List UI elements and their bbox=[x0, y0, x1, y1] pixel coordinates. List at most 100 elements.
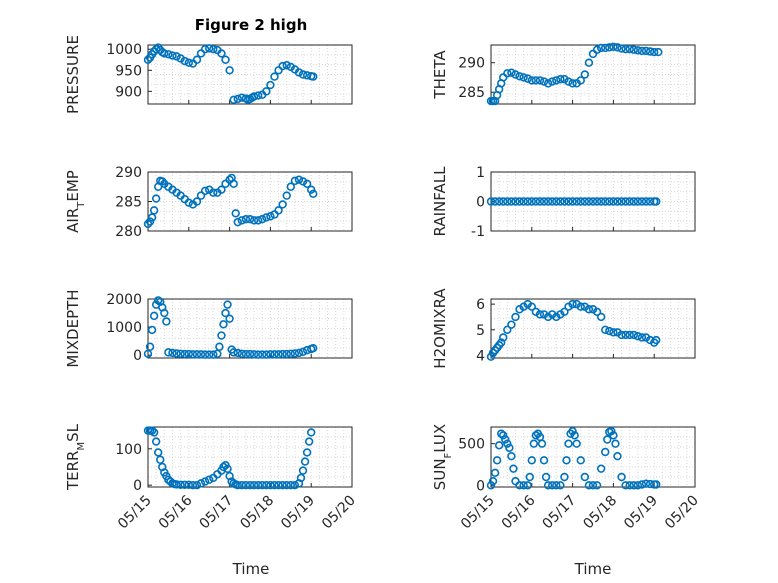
data-point bbox=[576, 456, 585, 465]
data-point bbox=[266, 212, 275, 221]
data-point bbox=[503, 69, 512, 78]
data-point bbox=[543, 79, 553, 88]
data-point bbox=[601, 325, 610, 334]
data-point bbox=[625, 44, 634, 54]
data-point bbox=[196, 479, 206, 488]
data-point bbox=[151, 437, 161, 446]
data-point bbox=[494, 441, 504, 450]
data-point bbox=[304, 437, 314, 446]
data-point bbox=[503, 325, 512, 334]
data-point bbox=[617, 472, 626, 482]
data-point bbox=[531, 431, 541, 440]
data-point bbox=[629, 481, 638, 490]
data-point bbox=[302, 448, 312, 457]
data-point bbox=[588, 49, 598, 59]
data-point bbox=[535, 310, 545, 319]
data-point bbox=[219, 462, 228, 472]
data-point bbox=[539, 197, 549, 206]
data-point bbox=[584, 481, 594, 490]
data-point bbox=[641, 479, 651, 488]
data-point bbox=[621, 481, 630, 490]
y-tick-label: 4 bbox=[476, 348, 485, 364]
data-point bbox=[584, 305, 594, 314]
data-point bbox=[217, 49, 226, 58]
data-point bbox=[180, 56, 189, 66]
data-point bbox=[596, 464, 606, 473]
data-point bbox=[556, 481, 565, 490]
y-tick-label: 290 bbox=[115, 165, 142, 181]
data-point bbox=[556, 75, 565, 84]
data-point bbox=[572, 439, 581, 448]
data-point bbox=[560, 75, 569, 84]
data-point bbox=[527, 456, 536, 465]
data-point bbox=[505, 443, 514, 453]
data-point bbox=[253, 216, 263, 225]
y-axis-label: PRESSURE bbox=[64, 35, 82, 114]
y-tick-label: 0 bbox=[476, 478, 485, 494]
data-point bbox=[296, 473, 306, 483]
y-axis-label: THETA bbox=[431, 50, 449, 100]
data-point bbox=[519, 481, 528, 490]
data-point bbox=[223, 464, 232, 474]
data-point bbox=[270, 480, 279, 490]
data-point bbox=[223, 300, 232, 309]
x-tick-label: 05/20 bbox=[662, 493, 702, 533]
data-point bbox=[497, 338, 506, 347]
data-point bbox=[274, 350, 283, 359]
data-point bbox=[309, 72, 318, 81]
data-point bbox=[196, 49, 206, 58]
data-point bbox=[298, 70, 308, 79]
data-point bbox=[523, 481, 532, 490]
data-point bbox=[298, 177, 308, 186]
data-point bbox=[501, 435, 510, 444]
data-point bbox=[568, 197, 577, 206]
data-point bbox=[270, 72, 279, 81]
y-axis-label: H2OMIXRA bbox=[431, 288, 449, 369]
data-point bbox=[300, 457, 310, 466]
y-axis-label: SUNFLUX bbox=[431, 424, 454, 490]
data-point bbox=[645, 47, 655, 56]
data-point bbox=[511, 197, 520, 206]
data-point bbox=[605, 197, 614, 206]
data-point bbox=[221, 308, 230, 318]
data-point bbox=[184, 480, 194, 490]
data-point bbox=[580, 197, 590, 206]
data-point bbox=[609, 42, 618, 51]
data-point bbox=[225, 314, 234, 323]
data-point bbox=[184, 58, 194, 67]
x-tick-label: 05/17 bbox=[540, 493, 580, 533]
data-point bbox=[588, 481, 598, 490]
data-point bbox=[309, 189, 318, 199]
data-point bbox=[570, 431, 579, 440]
data-point bbox=[205, 350, 214, 359]
data-point bbox=[205, 44, 214, 53]
subplot-h2omixra: 6 5 4 H2OMIXRA bbox=[431, 288, 696, 369]
data-point bbox=[511, 312, 520, 322]
subplot-theta: 290 285 THETA bbox=[431, 42, 696, 106]
data-point bbox=[184, 349, 194, 359]
axes-box bbox=[147, 426, 353, 488]
y-tick-label: 2000 bbox=[106, 292, 142, 308]
y-axis-label: RAINFALL bbox=[431, 166, 449, 237]
data-point bbox=[237, 349, 247, 358]
data-point bbox=[637, 46, 647, 56]
data-point bbox=[629, 330, 638, 340]
data-point bbox=[564, 439, 573, 448]
data-point bbox=[499, 431, 508, 440]
data-point bbox=[576, 197, 585, 206]
data-point bbox=[147, 426, 157, 435]
data-point bbox=[188, 350, 198, 359]
data-point bbox=[641, 46, 651, 56]
data-point bbox=[172, 349, 181, 358]
data-point bbox=[200, 350, 210, 359]
data-point bbox=[588, 197, 598, 206]
data-point bbox=[217, 185, 226, 194]
data-point bbox=[601, 447, 610, 457]
data-point bbox=[278, 200, 287, 209]
data-point bbox=[229, 95, 238, 104]
data-point bbox=[515, 72, 524, 81]
data-point bbox=[560, 307, 569, 317]
data-point bbox=[601, 197, 610, 206]
data-point bbox=[282, 480, 291, 490]
